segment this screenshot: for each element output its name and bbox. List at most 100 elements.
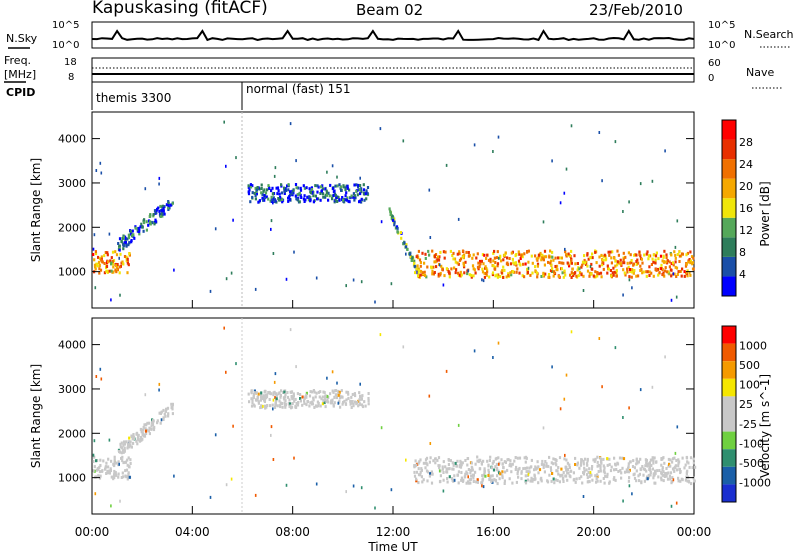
echo-cell <box>119 499 121 503</box>
echo-cell <box>635 263 638 266</box>
echo-cell <box>214 433 217 437</box>
echo-cell <box>591 478 594 482</box>
echo-cell <box>470 465 473 469</box>
echo-cell <box>456 261 459 265</box>
echo-cell <box>508 464 511 468</box>
echo-cell <box>579 463 582 467</box>
echo-cell <box>622 258 625 262</box>
echo-cell <box>678 467 681 471</box>
echo-cell <box>452 467 455 471</box>
echo-cell <box>588 480 591 484</box>
noise-right-tick-bottom: 10^0 <box>708 40 735 51</box>
echo-cell <box>332 390 335 394</box>
echo-cell <box>262 198 264 202</box>
echo-cell <box>497 456 500 460</box>
echo-cell <box>158 388 160 392</box>
echo-cell <box>675 459 678 462</box>
echo-cell <box>249 200 252 204</box>
echo-cell <box>688 465 691 469</box>
echo-cell <box>126 261 129 265</box>
echo-cell <box>281 405 284 409</box>
echo-cell <box>290 405 294 409</box>
echo-cell <box>514 261 517 265</box>
echo-cell <box>292 392 295 396</box>
echo-cell <box>437 272 440 276</box>
echo-cell <box>514 254 517 258</box>
echo-cell <box>558 456 562 460</box>
echo-cell <box>170 402 173 406</box>
echo-cell <box>599 469 602 473</box>
echo-cell <box>260 183 263 187</box>
echo-cell <box>543 255 546 259</box>
echo-cell <box>442 283 445 287</box>
echo-cell <box>580 273 583 277</box>
echo-cell <box>503 253 506 257</box>
echo-cell <box>686 479 689 483</box>
echo-cell <box>367 397 370 400</box>
echo-cell <box>651 179 654 183</box>
echo-cell <box>584 457 587 461</box>
echo-cell <box>496 264 499 268</box>
echo-cell <box>637 261 640 265</box>
echo-cell <box>516 472 519 476</box>
echo-cell <box>438 469 441 473</box>
echo-cell <box>547 275 550 279</box>
echo-cell <box>466 463 469 467</box>
echo-cell <box>463 253 466 257</box>
echo-cell <box>576 262 579 265</box>
echo-cell <box>299 186 302 190</box>
y-tick-label: 4000 <box>58 339 86 352</box>
echo-cell <box>564 474 567 478</box>
echo-cell <box>355 401 358 404</box>
echo-cell <box>345 398 348 402</box>
echo-cell <box>113 455 116 459</box>
echo-cell <box>472 476 475 480</box>
echo-cell <box>673 250 676 254</box>
echo-cell <box>281 198 284 201</box>
echo-cell <box>612 477 615 481</box>
echo-cell <box>153 209 157 213</box>
echo-cell <box>581 263 584 267</box>
echo-cell <box>359 188 363 192</box>
echo-cell <box>146 421 149 425</box>
echo-cell <box>652 459 655 463</box>
echo-cell <box>283 186 286 190</box>
echo-cell <box>329 392 332 396</box>
echo-cell <box>451 461 454 465</box>
echo-cell <box>586 480 589 484</box>
echo-cell <box>453 266 456 270</box>
echo-cell <box>639 457 642 461</box>
echo-cell <box>470 474 473 478</box>
echo-cell <box>105 265 109 268</box>
echo-cell <box>469 471 472 475</box>
echo-cell <box>441 465 444 469</box>
echo-cell <box>649 473 652 477</box>
echo-cell <box>458 273 462 277</box>
echo-cell <box>654 258 657 262</box>
echo-cell <box>267 391 270 394</box>
echo-cell <box>515 480 518 484</box>
echo-cell <box>690 482 693 486</box>
echo-cell <box>663 249 666 253</box>
echo-cell <box>676 425 679 429</box>
echo-cell <box>112 464 116 468</box>
echo-cell <box>654 254 658 258</box>
echo-cell <box>121 455 124 459</box>
echo-cell <box>289 404 292 408</box>
echo-cell <box>472 253 475 257</box>
echo-cell <box>119 252 122 256</box>
echo-cell <box>491 271 495 275</box>
echo-cell <box>141 432 144 435</box>
echo-cell <box>531 479 534 483</box>
echo-cell <box>272 196 275 200</box>
echo-cell <box>438 466 441 470</box>
echo-cell <box>357 404 360 408</box>
echo-cell <box>554 461 557 465</box>
echo-cell <box>118 462 120 466</box>
echo-cell <box>280 402 283 405</box>
echo-cell <box>128 440 131 444</box>
echo-cell <box>476 455 479 459</box>
echo-cell <box>148 432 151 436</box>
echo-cell <box>311 390 314 394</box>
echo-cell <box>568 474 571 478</box>
